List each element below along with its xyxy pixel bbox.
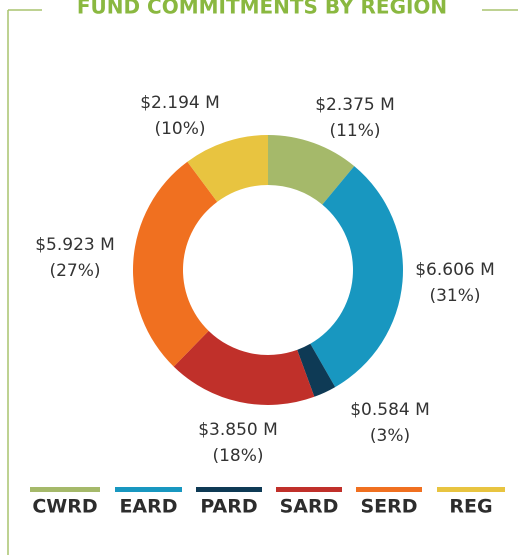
- percent-label: (10%): [154, 119, 205, 139]
- legend-label: SERD: [360, 496, 417, 518]
- value-label: $6.606 M: [415, 260, 495, 280]
- chart-title: FUND COMMITMENTS BY REGION: [77, 0, 447, 19]
- legend-swatch: [196, 487, 262, 492]
- percent-label: (18%): [212, 446, 263, 466]
- legend-swatch: [115, 487, 182, 492]
- percent-label: (3%): [370, 426, 410, 446]
- value-label: $2.194 M: [140, 93, 220, 113]
- donut-slice: [133, 161, 218, 367]
- legend-swatch: [356, 487, 422, 492]
- legend-label: REG: [449, 496, 492, 518]
- legend-label: PARD: [200, 496, 257, 518]
- legend-swatch: [276, 487, 342, 492]
- legend-swatch: [437, 487, 505, 492]
- donut-slice: [310, 166, 404, 388]
- value-label: $0.584 M: [350, 400, 430, 420]
- value-label: $2.375 M: [315, 95, 395, 115]
- percent-label: (27%): [49, 261, 100, 281]
- value-label: $5.923 M: [35, 235, 115, 255]
- percent-label: (31%): [429, 286, 480, 306]
- legend-label: EARD: [119, 496, 177, 518]
- percent-label: (11%): [329, 121, 380, 141]
- donut-slice: [173, 330, 315, 405]
- legend-label: SARD: [280, 496, 339, 518]
- value-label: $3.850 M: [198, 420, 278, 440]
- donut-slice: [187, 135, 268, 202]
- donut-slice: [268, 135, 355, 205]
- legend-label: CWRD: [32, 496, 97, 518]
- donut-slice: [297, 343, 336, 397]
- legend-swatch: [30, 487, 100, 492]
